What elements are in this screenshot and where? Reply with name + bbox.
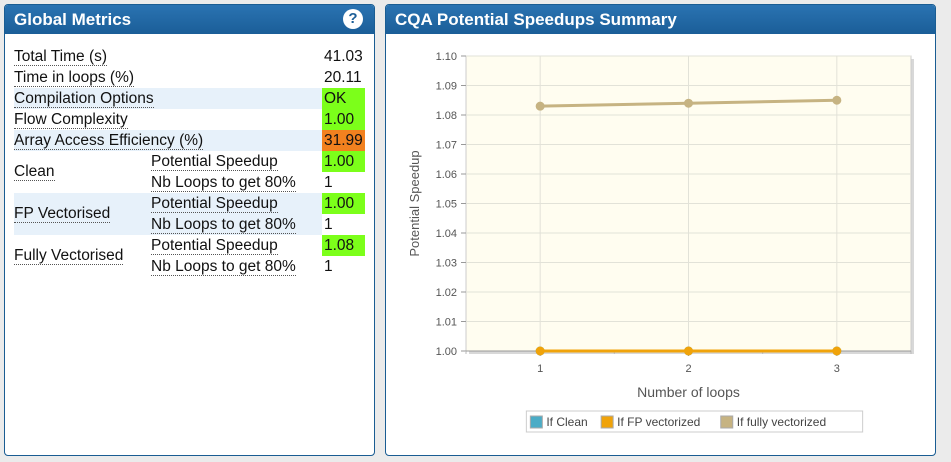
metric-label[interactable]: Flow Complexity (14, 110, 128, 129)
legend-swatch-3 (720, 415, 734, 429)
metric-row-total-time: Total Time (s) 41.03 (14, 46, 365, 67)
legend-label-1: If Clean (546, 415, 587, 429)
metric-label: Total Time (s) (14, 47, 108, 66)
speedup-value: 1.00 (322, 193, 365, 214)
question-circle-icon[interactable]: ? (343, 9, 363, 29)
metric-value: 41.03 (324, 47, 363, 65)
group-fully-loops-row: Nb Loops to get 80% 1 (14, 256, 365, 277)
data-point (684, 98, 693, 108)
group-label-fp-vectorised[interactable]: FP Vectorised (14, 205, 111, 223)
y-tick-label: 1.07 (436, 140, 457, 152)
metric-label[interactable]: Array Access Efficiency (%) (14, 131, 204, 150)
metric-value-badge: 1.00 (322, 109, 365, 130)
group-fully-speedup-row: Fully Vectorised Potential Speedup 1.08 (14, 235, 365, 265)
metric-row-array-access: Array Access Efficiency (%) 31.99 (14, 130, 365, 151)
legend-label-3: If fully vectorized (737, 415, 826, 429)
loops-value: 1 (324, 257, 333, 275)
metric-row-time-in-loops: Time in loops (%) 20.11 (14, 67, 365, 88)
y-tick-label: 1.02 (436, 287, 457, 299)
metric-value: 20.11 (324, 68, 362, 86)
group-clean-speedup-row: Clean Potential Speedup 1.00 (14, 151, 365, 181)
metrics-table: Total Time (s) 41.03 Time in loops (%) 2… (14, 46, 365, 277)
group-clean-loops-row: Nb Loops to get 80% 1 (14, 172, 365, 193)
metric-value-badge: 31.99 (322, 130, 365, 151)
data-point (684, 346, 693, 356)
y-tick-label: 1.04 (436, 228, 457, 240)
metric-label: Time in loops (%) (14, 68, 135, 87)
loops-label[interactable]: Nb Loops to get 80% (151, 257, 296, 276)
speedup-label[interactable]: Potential Speedup (151, 194, 278, 213)
y-tick-label: 1.01 (436, 317, 457, 329)
speedup-line-chart: 1.00 1.01 1.02 1.03 1.04 1.05 1.06 1.07 1.08 1.09… (407, 51, 914, 433)
x-tick-label: 1 (537, 363, 543, 375)
speedup-label[interactable]: Potential Speedup (151, 236, 278, 255)
legend-swatch-1 (529, 415, 543, 429)
global-metrics-header: Global Metrics ? (5, 5, 374, 34)
y-tick-label: 1.08 (436, 110, 457, 122)
loops-value: 1 (324, 173, 333, 191)
speedup-label[interactable]: Potential Speedup (151, 152, 278, 171)
legend-label-2: If FP vectorized (617, 415, 700, 429)
speedup-value: 1.00 (322, 151, 365, 172)
y-tick-label: 1.06 (436, 169, 457, 181)
y-tick-label: 1.09 (436, 81, 457, 93)
y-axis-label: Potential Speedup (407, 150, 422, 256)
loops-value: 1 (322, 214, 365, 235)
cqa-speedups-title: CQA Potential Speedups Summary (395, 10, 677, 29)
group-fp-speedup-row: FP Vectorised Potential Speedup 1.00 (14, 193, 365, 235)
group-label-fully-vectorised[interactable]: Fully Vectorised (14, 247, 124, 265)
metric-row-flow-complexity: Flow Complexity 1.00 (14, 109, 365, 130)
data-point (832, 95, 842, 105)
cqa-speedups-header: CQA Potential Speedups Summary (386, 5, 935, 34)
metric-label[interactable]: Compilation Options (14, 89, 154, 108)
x-axis-label: Number of loops (637, 384, 740, 400)
speedup-value: 1.08 (322, 235, 365, 256)
metric-row-compilation-options: Compilation Options OK (14, 88, 365, 109)
data-point (535, 101, 545, 111)
y-tick-label: 1.05 (436, 199, 457, 211)
global-metrics-title: Global Metrics (14, 10, 132, 29)
legend-swatch-2 (600, 415, 614, 429)
x-tick-label: 2 (685, 363, 691, 375)
y-tick-label: 1.10 (436, 51, 457, 63)
group-label-clean[interactable]: Clean (14, 163, 55, 181)
y-tick-label: 1.03 (436, 258, 457, 270)
metric-value-badge: OK (322, 88, 365, 109)
loops-label[interactable]: Nb Loops to get 80% (151, 173, 296, 192)
y-tick-label: 1.00 (436, 346, 457, 358)
group-fp-loops-row: Nb Loops to get 80% 1 (14, 214, 365, 235)
global-metrics-panel: Global Metrics ? Total Time (s) 41.03 Ti… (4, 4, 375, 456)
x-tick-label: 3 (834, 363, 840, 375)
data-point (832, 346, 842, 356)
loops-label[interactable]: Nb Loops to get 80% (151, 215, 296, 234)
data-point (535, 346, 545, 356)
cqa-speedups-panel: CQA Potential Speedups Summary 1.00 1.01 1… (385, 4, 936, 456)
